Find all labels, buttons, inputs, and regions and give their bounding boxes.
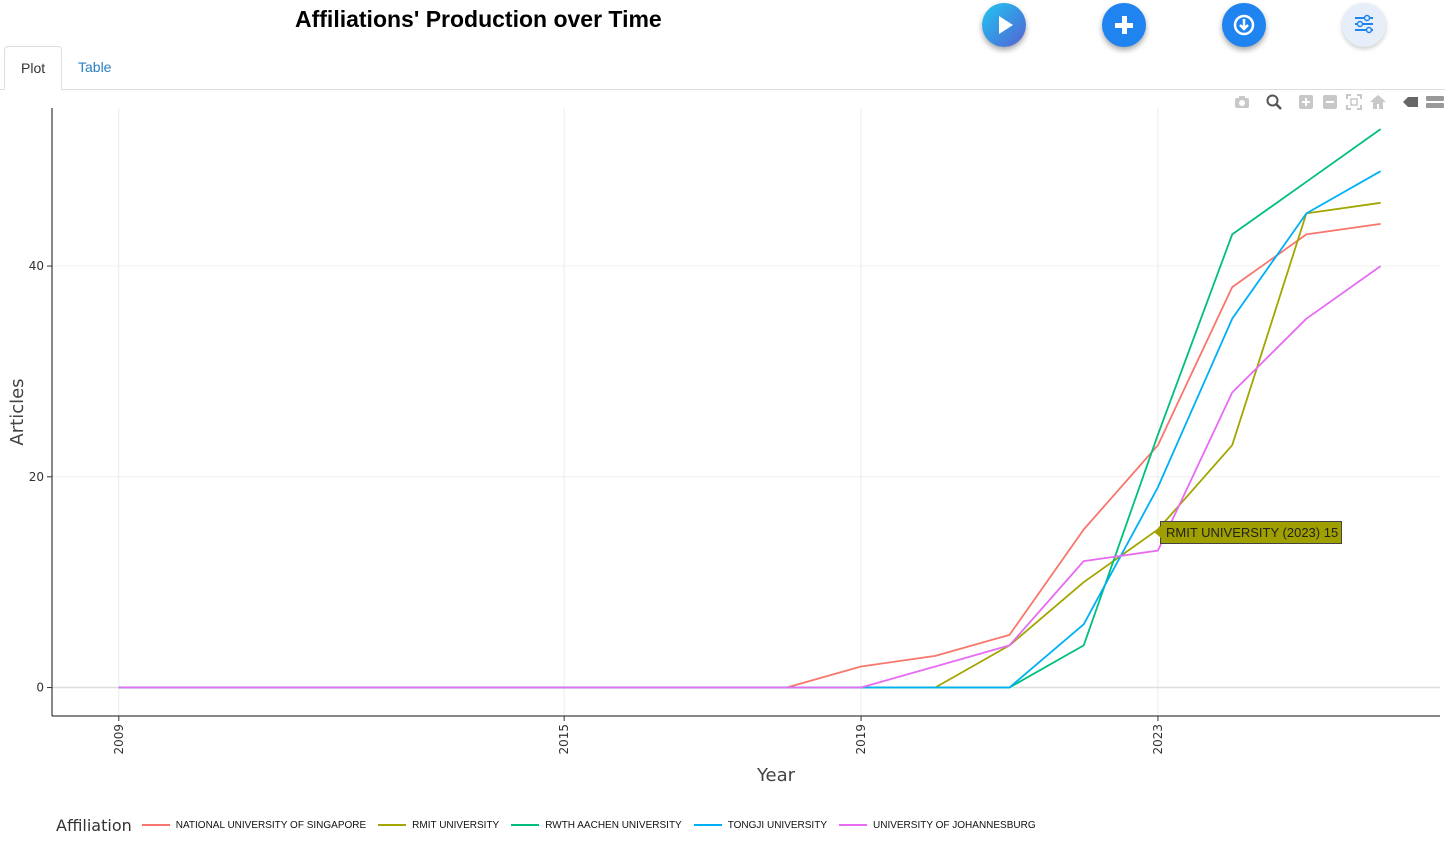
legend-item[interactable]: RWTH AACHEN UNIVERSITY — [511, 820, 682, 831]
x-axis-title: Year — [756, 765, 796, 786]
download-icon — [1233, 14, 1255, 36]
x-tick-label: 2009 — [112, 724, 126, 755]
camera-icon[interactable] — [1232, 92, 1252, 112]
y-tick-label: 40 — [29, 259, 44, 273]
play-button[interactable] — [982, 3, 1026, 47]
series-line-university-of-johannesburg — [118, 265, 1382, 689]
legend-swatch — [141, 824, 170, 826]
x-tick-label: 2019 — [854, 724, 868, 755]
legend-swatch — [511, 824, 540, 826]
spike-icon[interactable] — [1400, 92, 1420, 112]
zoom-out-icon[interactable] — [1320, 92, 1340, 112]
y-tick-label: 0 — [36, 681, 44, 695]
add-button[interactable] — [1102, 3, 1146, 47]
plus-icon — [1115, 16, 1133, 34]
hover-tooltip: RMIT UNIVERSITY (2023) 15 — [1154, 521, 1343, 544]
tab-table[interactable]: Table — [78, 59, 112, 75]
legend-label: RMIT UNIVERSITY — [412, 819, 500, 831]
legend-item[interactable]: NATIONAL UNIVERSITY OF SINGAPORE — [141, 819, 367, 831]
sliders-icon — [1355, 14, 1373, 34]
x-tick-label: 2015 — [557, 724, 571, 755]
tooltip-arrow — [1154, 526, 1161, 538]
options-button[interactable] — [1342, 3, 1386, 47]
tooltip-text: RMIT UNIVERSITY (2023) 15 — [1166, 525, 1339, 540]
autoscale-icon[interactable] — [1344, 92, 1364, 112]
y-tick-label: 20 — [29, 470, 44, 484]
compare-icon[interactable] — [1424, 92, 1444, 112]
series-line-national-university-of-singapore — [118, 223, 1381, 689]
download-button[interactable] — [1222, 3, 1266, 47]
play-icon — [999, 16, 1013, 34]
series-line-rwth-aachen-university — [118, 128, 1382, 689]
legend-item[interactable]: TONGJI UNIVERSITY — [693, 819, 827, 831]
home-icon[interactable] — [1368, 92, 1388, 112]
tab-plot[interactable]: Plot — [4, 46, 63, 90]
legend-label: RWTH AACHEN UNIVERSITY — [545, 819, 682, 831]
zoom-icon[interactable] — [1264, 92, 1284, 112]
tab-bar: Plot Table — [0, 46, 1445, 90]
legend-item[interactable]: RMIT UNIVERSITY — [378, 820, 499, 831]
page-title: Affiliations' Production over Time — [295, 6, 662, 32]
chart-legend: Affiliation NATIONAL UNIVERSITY OF SINGA… — [56, 812, 1048, 838]
legend-label: TONGJI UNIVERSITY — [727, 819, 827, 831]
legend-swatch — [693, 824, 722, 826]
legend-label: NATIONAL UNIVERSITY OF SINGAPORE — [175, 819, 367, 831]
legend-swatch — [378, 824, 407, 826]
legend-title: Affiliation — [56, 815, 132, 835]
y-axis-title: Articles — [7, 378, 28, 445]
zoom-in-icon[interactable] — [1296, 92, 1316, 112]
series-line-tongji-university — [118, 170, 1382, 689]
series-line-rmit-university — [118, 201, 1381, 689]
x-tick-label: 2023 — [1151, 724, 1165, 755]
legend-item[interactable]: UNIVERSITY OF JOHANNESBURG — [839, 820, 1036, 831]
legend-label: UNIVERSITY OF JOHANNESBURG — [873, 819, 1036, 831]
legend-swatch — [839, 824, 867, 826]
